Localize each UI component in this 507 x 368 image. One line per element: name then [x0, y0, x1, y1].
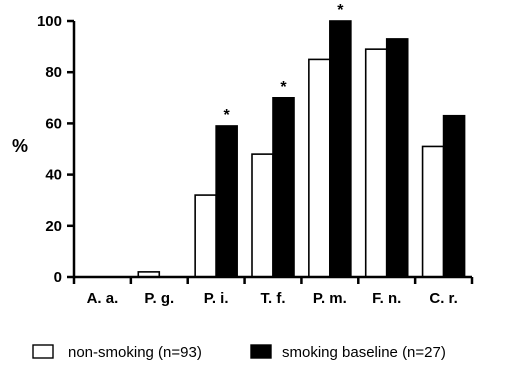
significance-markers: * * * — [224, 2, 345, 124]
legend-label-smoking-baseline: smoking baseline (n=27) — [282, 344, 446, 361]
x-tick-label-p-g: P. g. — [144, 290, 174, 307]
significance-marker-p-i: * — [224, 107, 231, 124]
legend-swatch-smoking-baseline — [250, 344, 272, 359]
significance-marker-p-m: * — [337, 2, 344, 19]
y-tick-label: 0 — [54, 269, 62, 286]
bar-non-smoking-f-n — [364, 48, 388, 278]
bar-smoking-baseline-p-m — [329, 20, 352, 278]
bar-non-smoking-t-f — [251, 153, 274, 278]
bar-smoking-baseline-t-f — [272, 97, 295, 278]
y-tick-label: 20 — [45, 218, 62, 235]
y-axis-label: % — [12, 136, 28, 156]
x-tick-label-t-f: T. f. — [261, 290, 286, 307]
legend: non-smoking (n=93) smoking baseline (n=2… — [32, 344, 446, 361]
bar-smoking-baseline-c-r — [442, 114, 466, 278]
legend-label-non-smoking: non-smoking (n=93) — [68, 344, 202, 361]
legend-swatch-non-smoking — [32, 344, 54, 359]
y-tick-label: 40 — [45, 167, 62, 184]
x-axis: A. a. P. g. P. i. T. f. P. m. F. n. C. r. — [72, 275, 474, 307]
bars-group — [137, 20, 466, 278]
bar-non-smoking-p-i — [194, 194, 217, 278]
significance-marker-t-f: * — [280, 79, 287, 96]
y-tick-label: 100 — [37, 13, 62, 30]
y-tick-label: 60 — [45, 115, 62, 132]
x-tick-label-f-n: F. n. — [372, 290, 401, 307]
y-tick-label: 80 — [45, 64, 62, 81]
bar-smoking-baseline-f-n — [385, 38, 409, 278]
bar-non-smoking-p-m — [308, 58, 331, 278]
bar-smoking-baseline-p-i — [215, 125, 238, 278]
x-tick-label-p-i: P. i. — [204, 290, 229, 307]
y-axis: 0 20 40 60 80 100 — [37, 13, 76, 286]
x-tick-label-c-r: C. r. — [429, 290, 457, 307]
bar-non-smoking-c-r — [421, 145, 445, 278]
x-tick-label-p-m: P. m. — [313, 290, 347, 307]
x-tick-label-a-a: A. a. — [87, 290, 119, 307]
